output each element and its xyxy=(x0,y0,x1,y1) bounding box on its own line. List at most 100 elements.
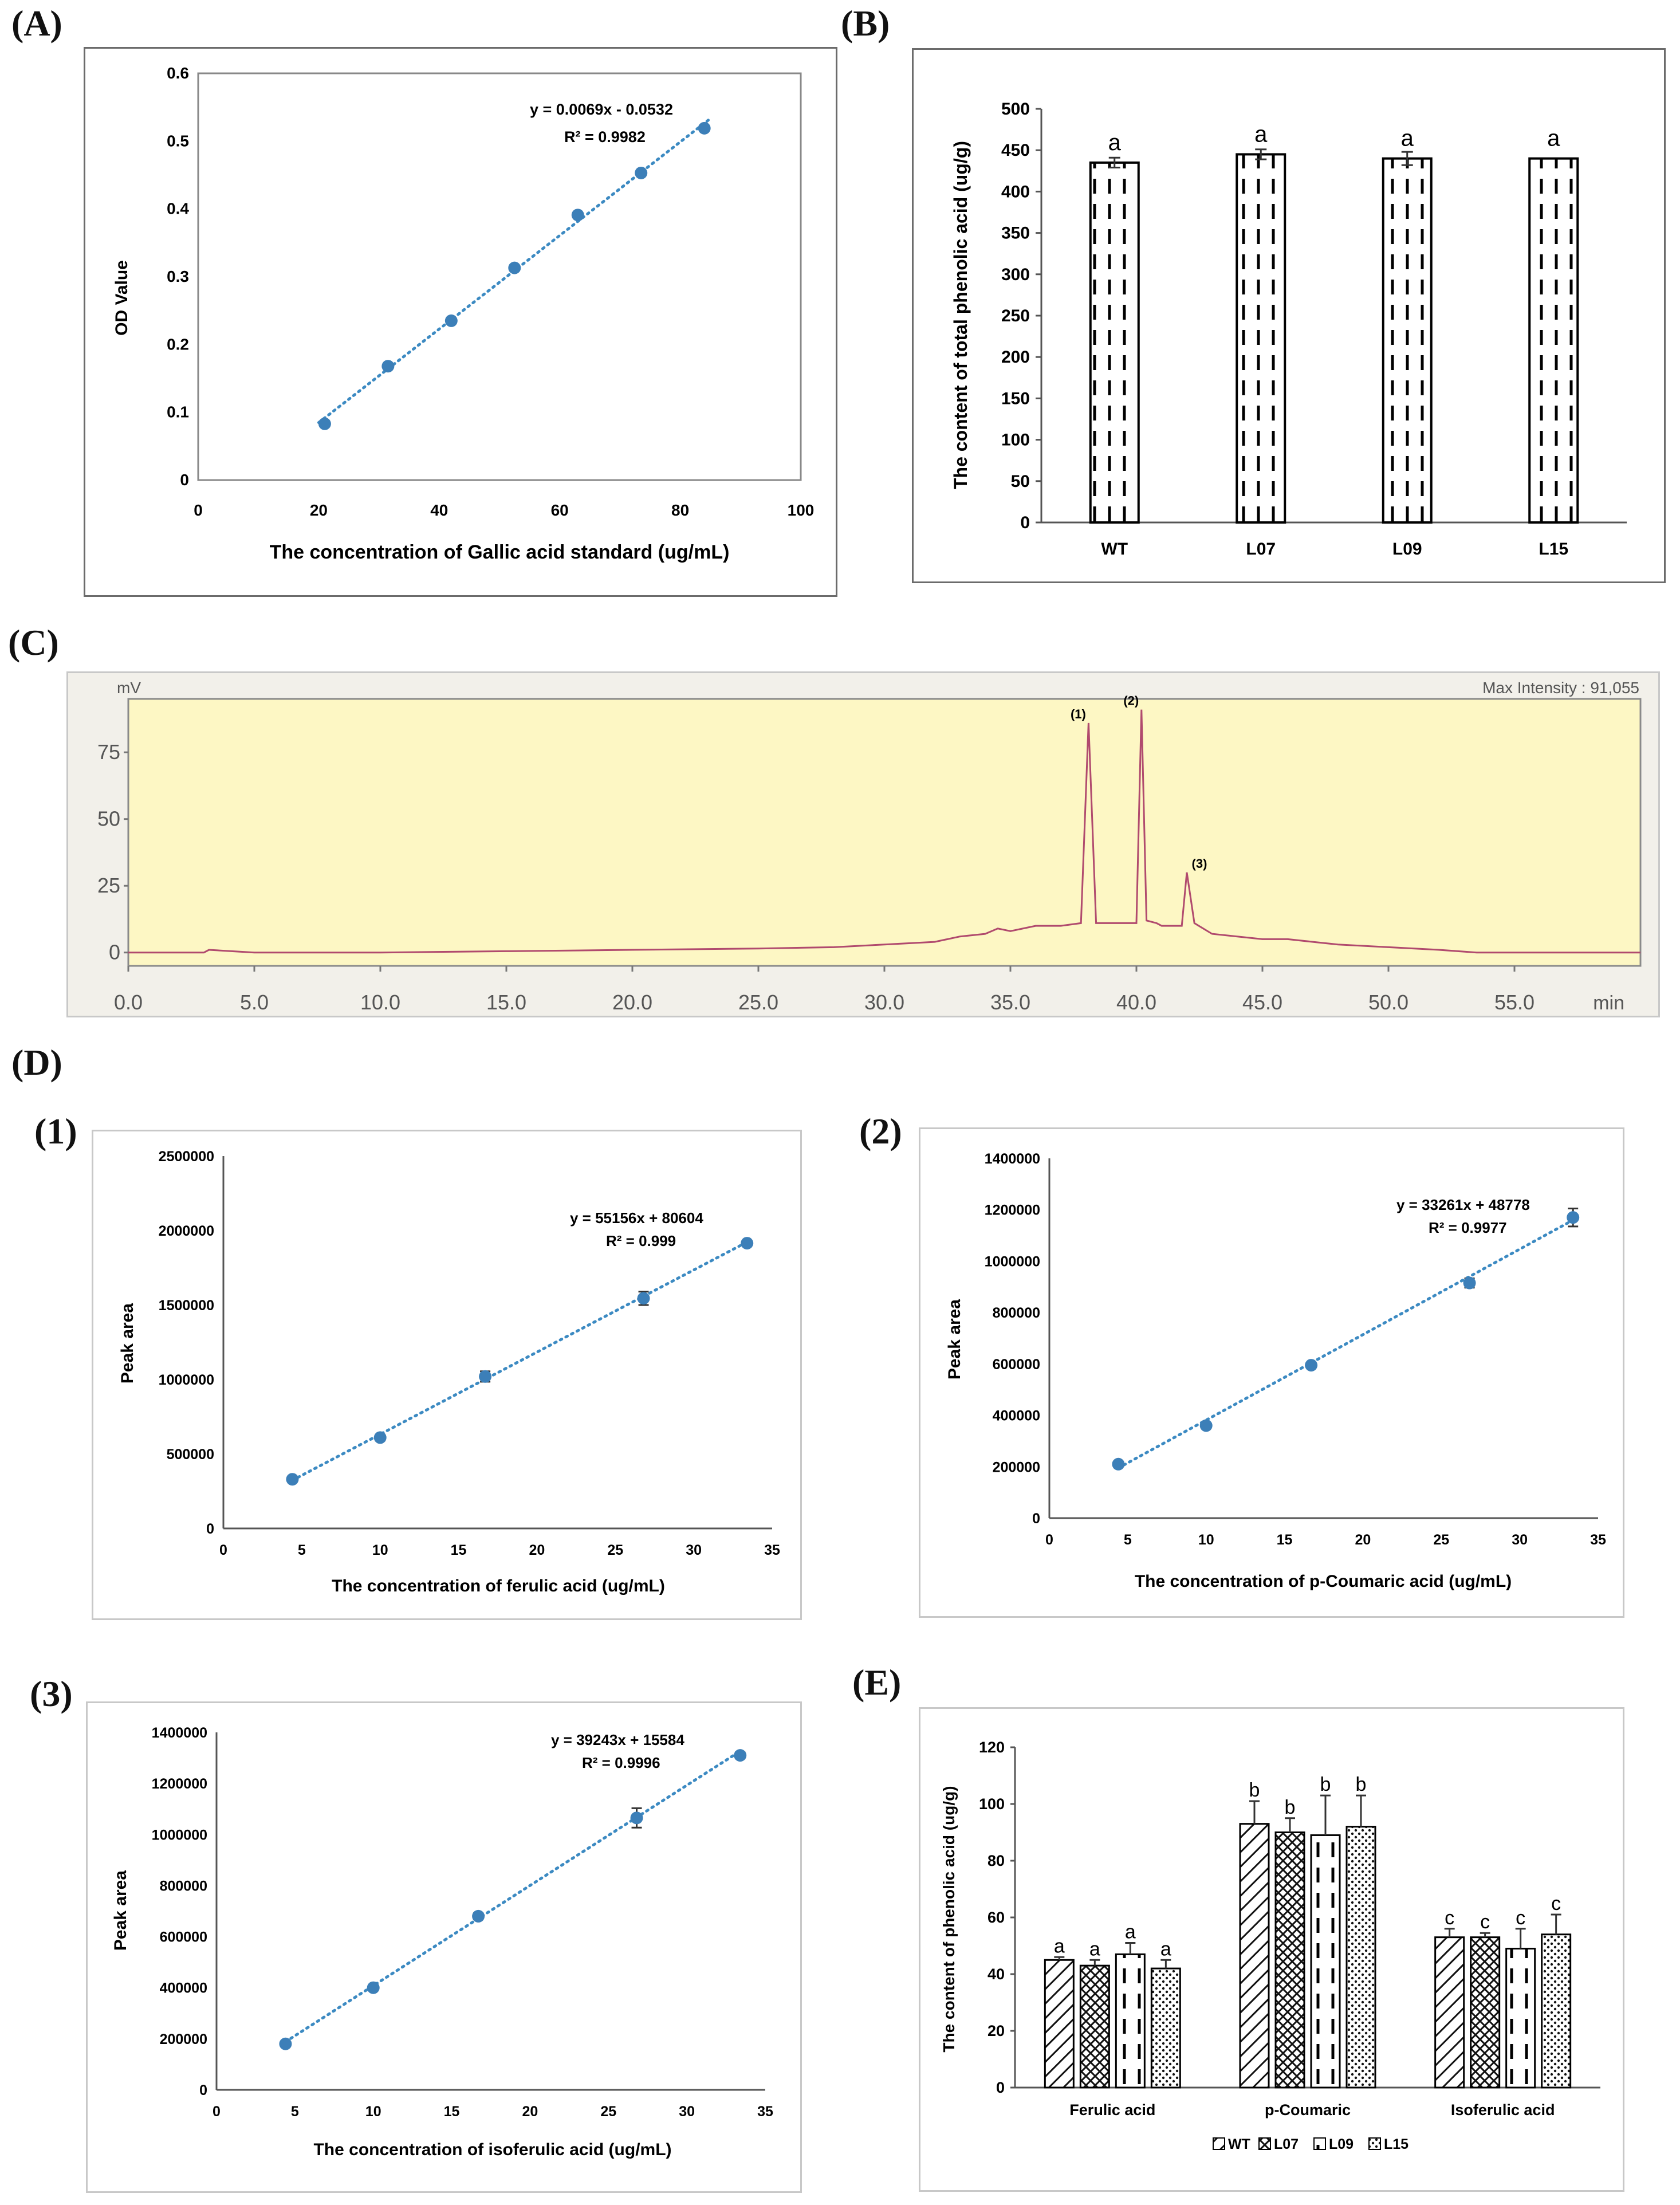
chart-c-ylabel: mV xyxy=(117,679,141,697)
chart-b-bar xyxy=(1382,157,1433,524)
chart-b-sig-letter: a xyxy=(1401,126,1414,151)
chart-a-equation: y = 0.0069x - 0.0532 xyxy=(530,101,673,118)
chart-d2-trendline xyxy=(1116,1219,1575,1469)
chart-d3-ytick-label: 0 xyxy=(199,2082,207,2098)
chart-d1-point xyxy=(479,1370,492,1383)
chart-e-ytick-label: 60 xyxy=(987,1909,1005,1926)
chart-e-legend-label: L07 xyxy=(1274,2136,1299,2152)
chart-e-error-bar xyxy=(1320,1794,1331,1835)
chart-e-sig-letter: c xyxy=(1551,1893,1561,1915)
chart-d1-point xyxy=(637,1292,650,1305)
chart-d1-ylabel: Peak area xyxy=(118,1303,137,1383)
chart-e-error-bar xyxy=(1125,1942,1136,1955)
chart-c-peak-label: (3) xyxy=(1192,856,1207,871)
chart-e-error-bar xyxy=(1444,1928,1455,1937)
chart-c-xtick-label: 25.0 xyxy=(738,991,778,1014)
chart-b-ytick-label: 50 xyxy=(1011,472,1030,491)
chart-c-xtick-label: 55.0 xyxy=(1494,991,1535,1014)
chart-d3-ytick-label: 1400000 xyxy=(152,1725,207,1741)
chart-d2-xtick-label: 15 xyxy=(1277,1532,1293,1548)
chart-d2-ytick-label: 1400000 xyxy=(985,1151,1040,1167)
chart-a-point xyxy=(318,417,331,430)
chart-e-ytick-label: 80 xyxy=(987,1852,1005,1869)
chart-d2-ytick-label: 800000 xyxy=(993,1305,1040,1321)
chart-b-ylabel: The content of total phenolic acid (ug/g… xyxy=(950,141,971,489)
chart-d2-xtick-label: 0 xyxy=(1045,1532,1053,1548)
chart-d3-ytick-label: 200000 xyxy=(160,2031,207,2047)
chart-e-sig-letter: b xyxy=(1249,1779,1260,1801)
chart-d2-ytick-label: 1000000 xyxy=(985,1253,1040,1269)
chart-d1-trendline xyxy=(290,1240,749,1482)
chart-c-xtick-label: 35.0 xyxy=(990,991,1030,1014)
chart-b-ytick-label: 150 xyxy=(1001,389,1030,408)
chart-e-ytick-label: 40 xyxy=(987,1966,1005,1983)
panel-label-b: (B) xyxy=(841,3,890,44)
chart-b-sig-letter: a xyxy=(1547,126,1560,151)
chart-d1-xtick-label: 30 xyxy=(686,1542,702,1558)
chart-d3-xtick-label: 15 xyxy=(444,2104,460,2120)
chart-c-xtick-label: 50.0 xyxy=(1368,991,1408,1014)
chart-d2-ytick-label: 1200000 xyxy=(985,1202,1040,1219)
chart-e-sig-letter: b xyxy=(1356,1774,1367,1795)
chart-e-error-bar xyxy=(1249,1800,1260,1824)
chart-e-bar xyxy=(1505,1947,1536,2089)
chart-e-bar xyxy=(1434,1936,1465,2089)
chart-a-ytick-label: 0.5 xyxy=(167,132,189,150)
chart-d3-point xyxy=(472,1909,485,1923)
chart-e-sig-letter: c xyxy=(1445,1907,1454,1929)
chart-d1-point xyxy=(741,1237,754,1250)
chart-d3-point xyxy=(279,2037,292,2050)
chart-d2-xtick-label: 20 xyxy=(1355,1532,1371,1548)
chart-c-xtick-label: 15.0 xyxy=(486,991,526,1014)
panel-label-e: (E) xyxy=(852,1662,902,1703)
chart-e-sig-letter: c xyxy=(1480,1911,1490,1933)
chart-e-error-bar xyxy=(1089,1959,1100,1966)
chart-a-ylabel: OD Value xyxy=(112,260,131,336)
chart-d1-xtick-label: 25 xyxy=(607,1542,623,1558)
chart-d1-xlabel: The concentration of ferulic acid (ug/mL… xyxy=(332,1577,665,1595)
chart-c-xtick-label: 20.0 xyxy=(612,991,652,1014)
chart-d1-xtick-label: 5 xyxy=(298,1542,306,1558)
chart-d2-ylabel: Peak area xyxy=(945,1299,964,1379)
chart-b-error-bar xyxy=(1108,156,1120,169)
chart-e-bar xyxy=(1044,1959,1075,2089)
chart-a-ytick-label: 0 xyxy=(180,471,189,489)
chart-e-bar xyxy=(1470,1936,1501,2089)
chart-e-error-bar xyxy=(1515,1928,1526,1949)
chart-d3-xtick-label: 30 xyxy=(679,2104,695,2120)
chart-e-error-bar xyxy=(1160,1959,1171,1969)
chart-b-ytick-label: 200 xyxy=(1001,348,1030,367)
chart-e-error-bar xyxy=(1551,1913,1561,1935)
chart-e-ytick-label: 0 xyxy=(996,2079,1005,2096)
chart-b-ytick-label: 0 xyxy=(1020,513,1030,532)
chart-b-error-bar xyxy=(1255,148,1267,160)
chart-b-ytick-label: 450 xyxy=(1001,141,1030,160)
chart-d3-trendline xyxy=(284,1750,742,2043)
chart-d3-equation: y = 39243x + 15584 xyxy=(551,1731,684,1748)
chart-e-error-bar xyxy=(1356,1794,1366,1827)
chart-a-point xyxy=(571,209,584,222)
chart-a-point xyxy=(698,121,711,135)
chart-b-category-label: WT xyxy=(1101,540,1128,559)
chart-b-sig-letter: a xyxy=(1108,130,1122,155)
chart-c-plot-area xyxy=(127,698,1642,967)
chart-b-ytick-label: 300 xyxy=(1001,265,1030,284)
chart-d3-xtick-label: 25 xyxy=(600,2104,616,2120)
chart-b-ytick-label: 400 xyxy=(1001,182,1030,201)
panel-d3-frame xyxy=(86,1701,802,2193)
chart-c-xtick-label: 30.0 xyxy=(864,991,904,1014)
chart-e-category-label: p-Coumaric xyxy=(1265,2101,1351,2118)
chart-d2-point xyxy=(1199,1419,1213,1432)
chart-d2-ytick-label: 600000 xyxy=(993,1357,1040,1373)
chart-e-bar xyxy=(1541,1933,1572,2089)
chart-d1-ytick-label: 0 xyxy=(206,1521,214,1537)
chart-c-ytick-label: 75 xyxy=(97,740,120,764)
chart-c-xtick-label: 5.0 xyxy=(240,991,269,1014)
chart-c-ytick-label: 25 xyxy=(97,874,120,897)
chart-e-sig-letter: a xyxy=(1089,1938,1100,1960)
chart-e-ytick-label: 100 xyxy=(979,1795,1005,1813)
chart-d3-xtick-label: 20 xyxy=(522,2104,538,2120)
chart-d2-xtick-label: 10 xyxy=(1198,1532,1214,1548)
